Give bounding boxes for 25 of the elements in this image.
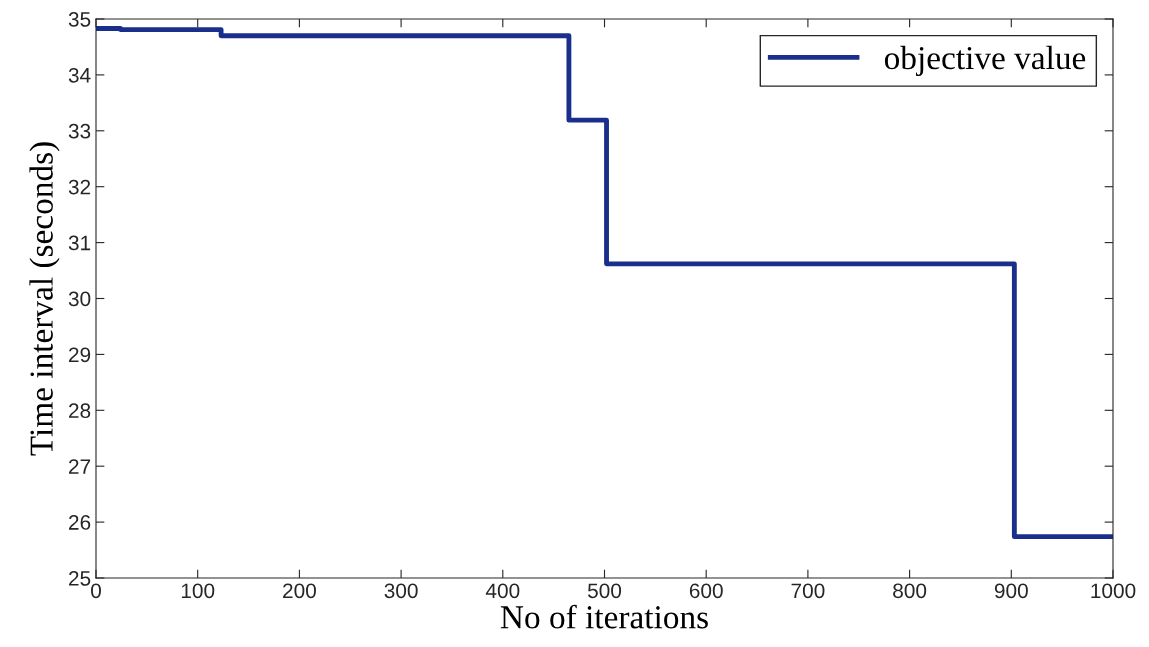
- y-tick-label: 27: [69, 459, 91, 474]
- x-axis-title: No of iterations: [500, 604, 708, 629]
- y-tick-label: 28: [69, 403, 91, 419]
- y-tick-label: 30: [68, 291, 91, 307]
- x-tick-label: 900: [994, 583, 1028, 599]
- x-tick-label: 700: [791, 583, 825, 599]
- x-tick-label: 500: [587, 583, 622, 599]
- legend-label: objective value: [884, 45, 1086, 77]
- x-tick-label: 600: [689, 583, 723, 599]
- y-tick-label: 29: [69, 347, 91, 363]
- x-tick-label: 400: [485, 583, 520, 599]
- y-tick-label: 32: [68, 179, 91, 195]
- y-tick-label: 34: [68, 67, 91, 83]
- y-tick-label: 25: [69, 571, 91, 586]
- x-tick-label: 1000: [1091, 583, 1136, 599]
- x-tick-label: 300: [384, 583, 418, 599]
- x-tick-label: 200: [283, 583, 316, 599]
- x-tick-label: 100: [181, 583, 215, 599]
- y-tick-label: 33: [68, 123, 91, 139]
- x-tick-label: 800: [893, 583, 927, 599]
- y-tick-label: 31: [68, 235, 91, 251]
- y-tick-label: 35: [68, 12, 91, 27]
- y-axis-title: Time interval (seconds): [29, 142, 60, 456]
- y-tick-label: 26: [69, 515, 91, 530]
- x-tick-label: 0: [91, 583, 101, 599]
